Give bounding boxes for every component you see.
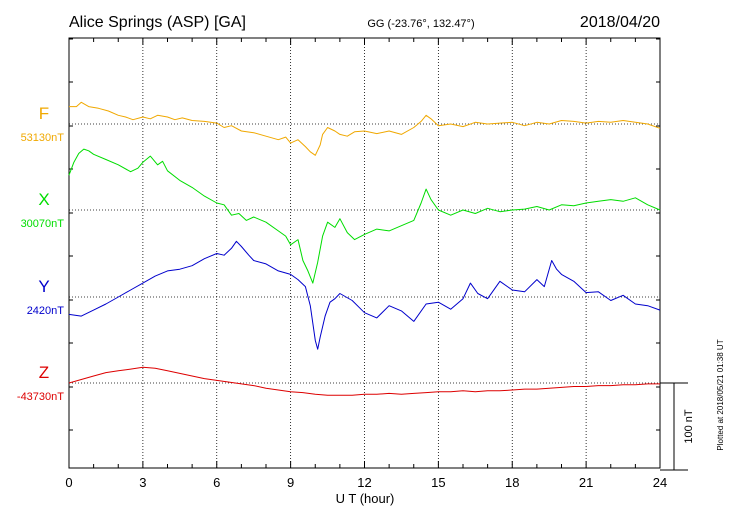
series-baseline-x: 30070nT [21,218,65,230]
x-tick-label: 12 [357,475,371,490]
scale-bar-label: 100 nT [683,409,695,444]
series-lines [68,101,661,396]
x-tick-label: 15 [431,475,445,490]
series-baseline-f: 53130nT [21,132,65,144]
series-name-x: X [38,190,49,209]
series-name-f: F [39,104,49,123]
x-tick-label: 9 [287,475,294,490]
station-title: Alice Springs (ASP) [GA] [69,14,246,31]
x-tick-label: 6 [213,475,220,490]
coordinates-label: GG (-23.76°, 132.47°) [367,18,474,30]
date-label: 2018/04/20 [580,14,660,31]
plotted-at-note: Plotted at 2018/05/21 01:38 UT [716,339,725,450]
series-line-z [68,366,660,396]
scale-bar: 100 nT [660,382,695,471]
x-tick-label: 24 [653,475,667,490]
series-labels: F 53130nT X 30070nT Y 2420nT Z -43730nT [17,104,64,403]
axis-ticks [68,38,661,468]
series-baseline-y: 2420nT [27,305,65,317]
series-line-y [68,240,661,350]
series-name-z: Z [39,363,49,382]
x-axis-label: U T (hour) [336,491,395,506]
plot-frame [68,37,661,469]
x-tick-label: 3 [139,475,146,490]
x-tick-labels: 0 3 6 9 12 15 18 21 24 [65,475,667,490]
x-tick-label: 21 [579,475,593,490]
series-line-x [68,148,661,284]
series-line-f [69,101,661,156]
x-tick-label: 0 [65,475,72,490]
plot-grid [69,38,660,468]
series-baseline-z: -43730nT [17,391,64,403]
x-tick-label: 18 [505,475,519,490]
series-name-y: Y [38,277,49,296]
